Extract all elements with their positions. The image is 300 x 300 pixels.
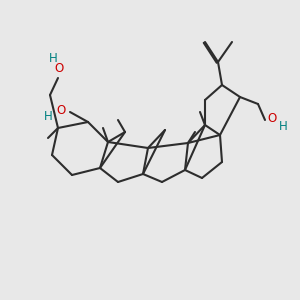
Text: H: H (44, 110, 52, 124)
Text: O: O (267, 112, 277, 125)
Text: H: H (49, 52, 57, 64)
Text: O: O (56, 104, 66, 118)
Text: O: O (54, 62, 64, 76)
Text: H: H (279, 121, 287, 134)
